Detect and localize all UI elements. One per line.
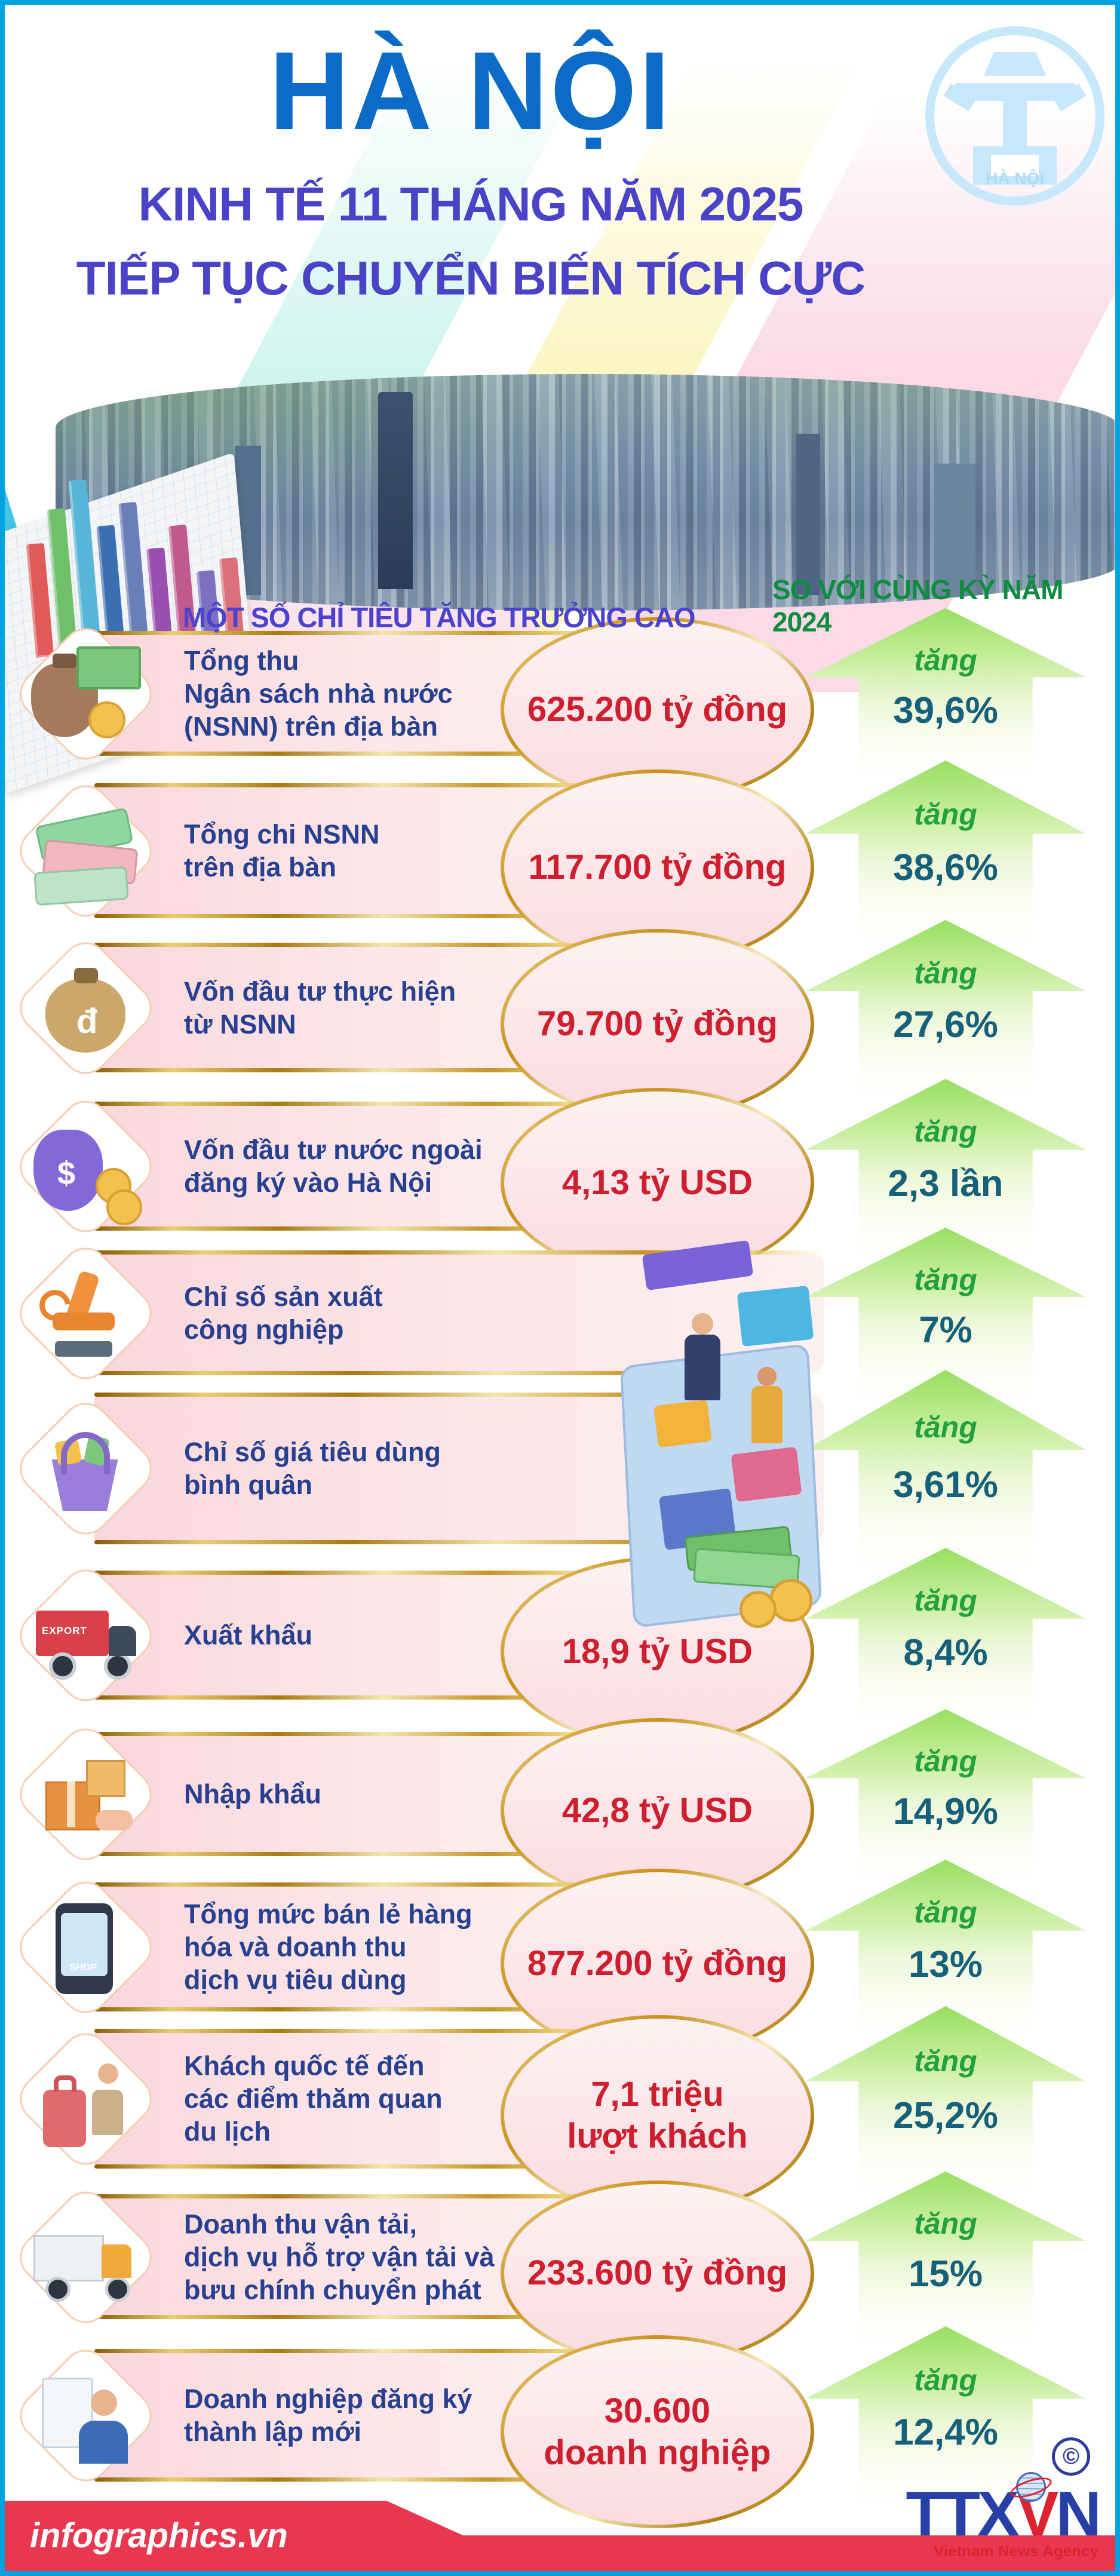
indicator-value: 30.600 doanh nghiệp (544, 2391, 771, 2472)
change-prefix: tăng (914, 1896, 977, 1930)
change-value: 15% (908, 2253, 983, 2295)
indicator-label: Nhập khẩu (184, 1778, 322, 1810)
export-truck-icon: EXPORT (16, 1565, 156, 1706)
change-prefix: tăng (914, 1263, 977, 1296)
money-pile-illustration (680, 1525, 835, 1633)
change-value: 3,61% (893, 1464, 998, 1506)
change-value: 14,9% (893, 1790, 998, 1832)
change-prefix: tăng (914, 1584, 977, 1618)
growth-arrow-icon: tăng 15% (805, 2172, 1086, 2345)
change-value: 39,6% (893, 690, 998, 732)
indicator-banner: Doanh thu vận tải, dịch vụ hỗ trợ vận tải… (94, 2194, 620, 2319)
indicator-value: 7,1 triệu lượt khách (567, 2074, 748, 2155)
change-prefix: tăng (914, 2207, 977, 2240)
indicator-label: Chỉ số sản xuất công nghiệp (184, 1281, 383, 1345)
growth-arrow-icon: tăng 3,61% (805, 1370, 1086, 1570)
change-value: 2,3 lần (888, 1163, 1004, 1204)
growth-arrow-icon: tăng 38,6% (805, 760, 1086, 944)
robot-arm-icon (16, 1243, 156, 1384)
indicator-value: 625.200 tỷ đồng (527, 690, 788, 729)
change-value: 8,4% (903, 1632, 988, 1673)
money-sack-icon: đ (16, 938, 156, 1078)
section-title-left: MỘT SỐ CHỈ TIÊU TĂNG TRƯỞNG CAO (183, 602, 696, 633)
change-prefix: tăng (914, 1410, 977, 1444)
indicator-label: Doanh thu vận tải, dịch vụ hỗ trợ vận tải… (184, 2209, 495, 2305)
shopping-basket-icon (16, 1399, 156, 1539)
value-ellipse: 79.700 tỷ đồng (501, 929, 814, 1119)
workspace-illustration (619, 1223, 829, 1666)
ttxvn-logo: ©TTXVN Vietnam News Agency (883, 2437, 1101, 2560)
value-ellipse: 877.200 tỷ đồng (501, 1869, 814, 2058)
value-ellipse: 233.600 tỷ đồng (501, 2181, 814, 2366)
change-prefix: tăng (914, 1115, 977, 1149)
growth-arrow-icon: tăng 2,3 lần (805, 1079, 1086, 1256)
emblem-label: HÀ NỘI (986, 169, 1044, 188)
indicator-value: 42,8 tỷ USD (561, 1790, 753, 1830)
growth-arrow-icon: tăng 14,9% (805, 1709, 1086, 1882)
change-value: 12,4% (893, 2412, 998, 2454)
page-title: HÀ NỘI (269, 29, 673, 153)
growth-arrow-icon: tăng 25,2% (805, 2006, 1086, 2194)
indicator-value: 117.700 tỷ đồng (528, 847, 787, 887)
change-prefix: tăng (914, 956, 977, 990)
indicator-label: Tổng mức bán lẻ hàng hóa và doanh thu dịch… (184, 1899, 472, 1995)
change-prefix: tăng (914, 2044, 977, 2078)
change-value: 7% (919, 1310, 972, 1351)
foreign-investment-bag-icon: $ (16, 1096, 156, 1237)
indicator-label: Tổng thu Ngân sách nhà nước (NSNN) trên đị… (184, 645, 453, 741)
value-ellipse: 30.600 doanh nghiệp (501, 2335, 814, 2528)
cash-bundles-icon (16, 781, 156, 921)
change-prefix: tăng (914, 643, 977, 677)
indicator-value: 4,13 tỷ USD (561, 1163, 753, 1202)
indicator-label: Doanh nghiệp đăng ký thành lập mới (184, 2384, 472, 2447)
money-bag-icon (16, 624, 156, 764)
growth-arrow-icon: tăng 8,4% (805, 1548, 1086, 1725)
change-prefix: tăng (914, 2363, 977, 2397)
change-prefix: tăng (914, 1744, 977, 1778)
import-boxes-icon (16, 1724, 156, 1864)
new-business-icon (16, 2345, 156, 2486)
delivery-truck-icon (16, 2187, 156, 2327)
agency-name: Vietnam News Agency (934, 2542, 1098, 2560)
hanoi-emblem-icon: HÀ NỘI (925, 26, 1104, 206)
indicator-label: Xuất khẩu (184, 1620, 313, 1651)
growth-arrow-icon: tăng 27,6% (805, 920, 1086, 1098)
indicator-value: 18,9 tỷ USD (561, 1632, 753, 1671)
tourist-icon (16, 2029, 156, 2169)
brand-infographics: infographics.vn (30, 2516, 288, 2555)
copyright-icon: © (1052, 2437, 1090, 2476)
indicator-value: 877.200 tỷ đồng (527, 1943, 788, 1983)
indicator-label: Chỉ số giá tiêu dùng bình quân (184, 1437, 441, 1500)
change-value: 38,6% (893, 847, 998, 889)
indicator-label: Tổng chi NSNN trên địa bàn (184, 819, 380, 882)
change-value: 25,2% (893, 2095, 998, 2137)
value-ellipse: 4,13 tỷ USD (501, 1088, 814, 1277)
growth-arrow-icon: tăng 39,6% (805, 608, 1086, 781)
indicator-label: Vốn đầu tư thực hiện từ NSNN (184, 976, 456, 1039)
value-ellipse: 625.200 tỷ đồng (501, 617, 814, 802)
page-subtitle-line1: KINH TẾ 11 THÁNG NĂM 2025 (138, 177, 803, 231)
agency-letters-ttx: TTX (906, 2479, 1020, 2549)
indicator-value: 79.700 tỷ đồng (537, 1004, 778, 1043)
change-prefix: tăng (914, 798, 977, 832)
agency-letter-n: N (1055, 2479, 1101, 2549)
globe-icon (1016, 2472, 1046, 2502)
page-subtitle-line2: TIẾP TỤC CHUYỂN BIẾN TÍCH CỰC (76, 252, 866, 305)
indicator-label: Vốn đầu tư nước ngoài đăng ký vào Hà Nội (184, 1134, 483, 1198)
change-value: 27,6% (893, 1004, 998, 1046)
value-ellipse: 7,1 triệu lượt khách (501, 2015, 814, 2215)
online-shop-icon: SHOP (16, 1877, 156, 2017)
indicator-label: Khách quốc tế đến các điểm thăm quan du lị… (184, 2050, 443, 2147)
section-title-right: SO VỚI CÙNG KỲ NĂM 2024 (772, 574, 1063, 637)
change-value: 13% (908, 1943, 983, 1985)
indicator-value: 233.600 tỷ đồng (527, 2253, 788, 2292)
